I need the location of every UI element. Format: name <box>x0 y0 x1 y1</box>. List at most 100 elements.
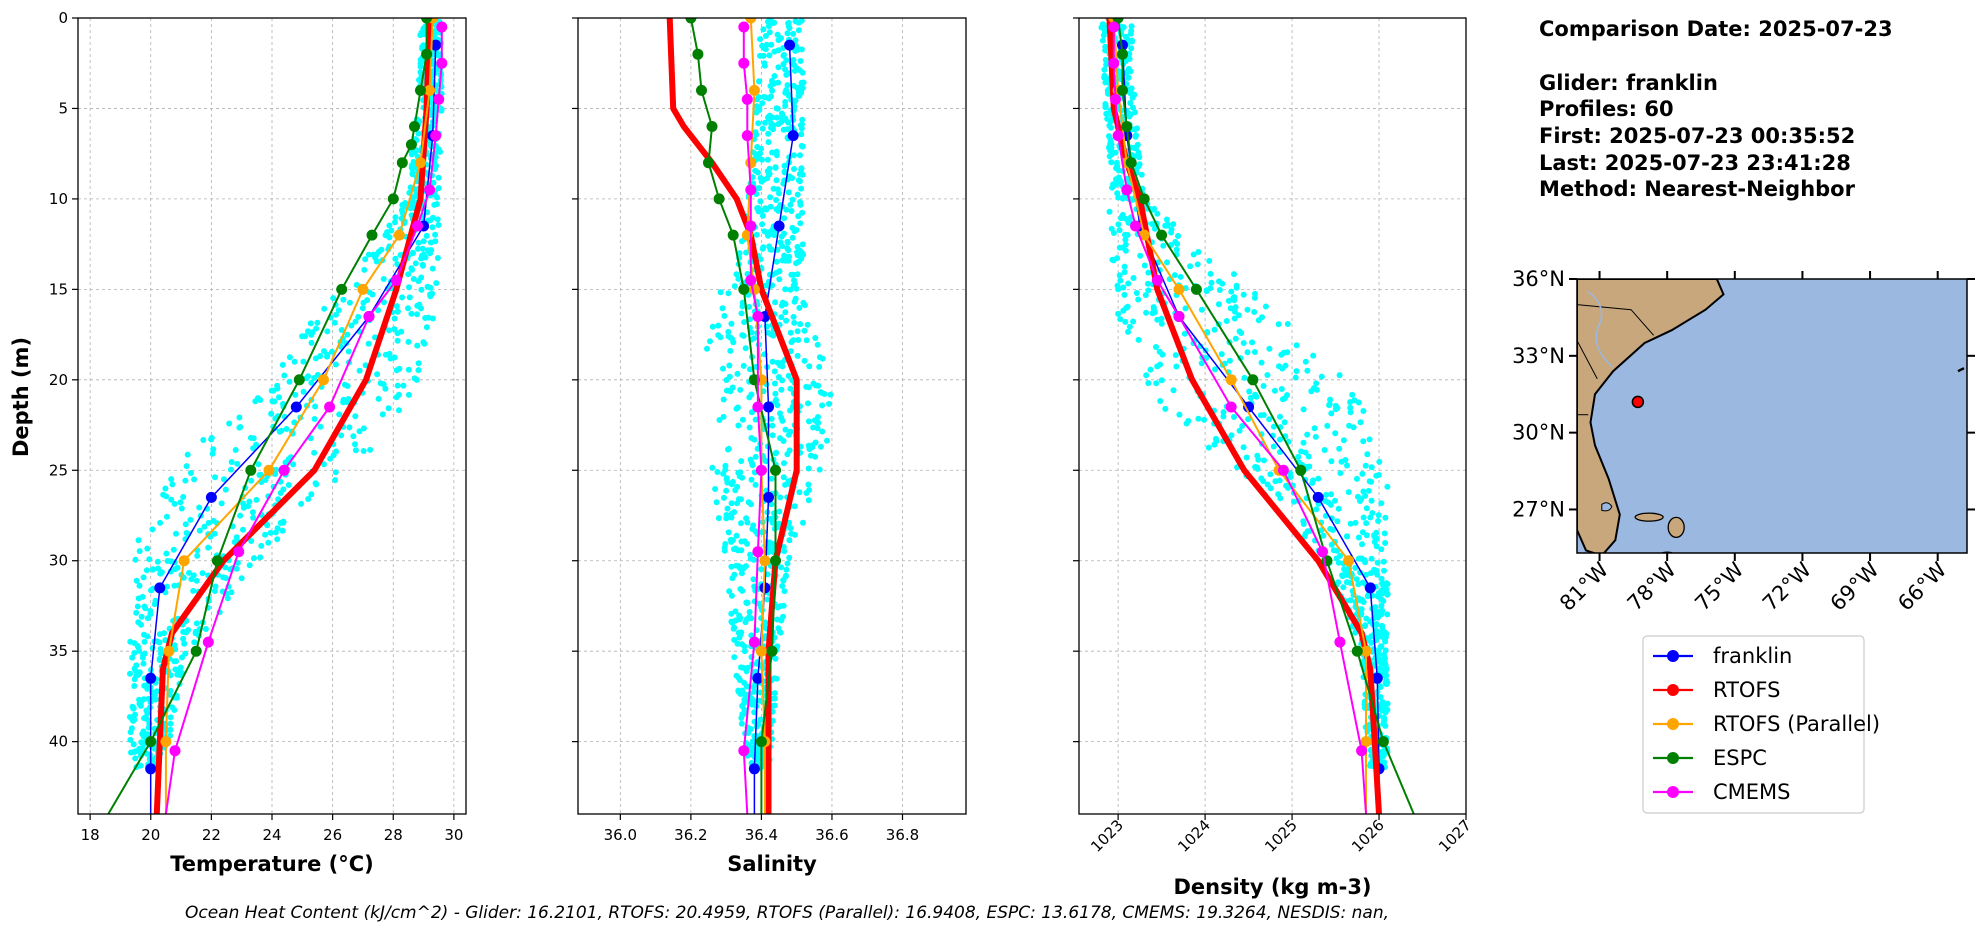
glider-scatter-point <box>264 522 271 529</box>
glider-scatter-point <box>313 325 320 332</box>
glider-scatter-point <box>738 570 745 577</box>
glider-scatter-point <box>771 675 778 682</box>
glider-scatter-point <box>744 540 751 547</box>
glider-scatter-point <box>729 575 736 582</box>
glider-scatter-point <box>236 414 243 421</box>
glider-scatter-point <box>1147 366 1154 373</box>
glider-scatter-point <box>1378 602 1385 609</box>
glider-scatter-point <box>429 265 436 272</box>
glider-scatter-point <box>1304 367 1311 374</box>
glider-scatter-point <box>766 52 773 59</box>
glider-scatter-point <box>1332 430 1339 437</box>
glider-scatter-point <box>135 595 142 602</box>
glider-scatter-point <box>355 313 362 320</box>
glider-scatter-point <box>781 252 788 259</box>
glider-scatter-point <box>1344 462 1350 469</box>
glider-scatter-point <box>238 575 245 582</box>
glider-scatter-point <box>314 319 321 326</box>
glider-scatter-point <box>201 523 208 530</box>
series-marker <box>293 374 305 386</box>
glider-scatter-point <box>748 615 755 622</box>
series-marker <box>1351 645 1363 657</box>
glider-scatter-point <box>794 191 801 198</box>
glider-scatter-point <box>1235 312 1242 319</box>
series-marker <box>1117 39 1128 51</box>
series-marker <box>436 57 448 69</box>
map-lon-label: 66°W <box>1893 557 1951 615</box>
glider-scatter-point <box>762 33 769 39</box>
glider-scatter-point <box>752 416 759 423</box>
series-cmems <box>738 21 767 814</box>
series-marker <box>692 48 704 60</box>
glider-scatter-point <box>779 243 786 249</box>
glider-scatter-point <box>434 255 441 261</box>
glider-scatter-point <box>1125 65 1132 72</box>
glider-scatter-point <box>1142 292 1149 299</box>
series-marker <box>357 283 369 295</box>
glider-scatter-point <box>300 388 307 395</box>
glider-scatter-point <box>751 436 758 443</box>
series-marker <box>409 121 420 132</box>
glider-scatter-point <box>1327 396 1334 403</box>
series-rtofs <box>153 18 433 814</box>
glider-scatter-point <box>1120 284 1127 291</box>
glider-scatter-point <box>255 461 262 468</box>
glider-scatter-point <box>762 119 768 126</box>
glider-scatter-point <box>135 537 142 544</box>
series-marker <box>154 582 166 594</box>
glider-scatter-point <box>764 156 771 163</box>
glider-scatter-point <box>1360 514 1367 521</box>
glider-scatter-point <box>418 29 425 36</box>
map-lake <box>1601 502 1613 512</box>
glider-scatter-point <box>782 89 789 96</box>
glider-scatter-point <box>1162 222 1169 229</box>
glider-scatter-point <box>1359 541 1365 548</box>
glider-scatter-point <box>1115 310 1122 317</box>
glider-scatter-point <box>1145 269 1152 276</box>
series-espc <box>107 18 433 814</box>
glider-scatter-point <box>765 130 772 137</box>
glider-scatter-point <box>775 374 782 380</box>
glider-scatter-point <box>785 189 792 196</box>
glider-scatter-point <box>232 447 239 453</box>
glider-scatter-point <box>782 286 789 293</box>
glider-scatter-point <box>1272 478 1279 485</box>
glider-scatter-point <box>1295 453 1302 460</box>
glider-scatter-point <box>1107 140 1114 147</box>
glider-scatter-point <box>415 360 422 367</box>
series-marker <box>1225 374 1237 386</box>
glider-scatter-point <box>338 327 345 333</box>
glider-scatter-point <box>386 234 393 241</box>
glider-scatter-point <box>787 385 794 392</box>
map-lat-label: 30°N <box>1512 421 1565 445</box>
glider-scatter-point <box>142 605 149 612</box>
glider-scatter-point <box>412 260 419 267</box>
series-marker <box>1343 555 1355 567</box>
glider-scatter-point <box>147 607 154 614</box>
series-marker <box>1360 645 1372 657</box>
glider-scatter-point <box>1101 66 1108 73</box>
glider-scatter-point <box>191 476 198 483</box>
glider-scatter-point <box>392 255 399 262</box>
glider-scatter-point <box>180 635 187 642</box>
series-marker <box>738 57 750 69</box>
glider-scatter-point <box>803 383 810 390</box>
glider-scatter-point <box>1176 411 1183 418</box>
glider-scatter-point <box>1101 28 1108 35</box>
glider-scatter-point <box>1258 359 1265 366</box>
glider-scatter-point <box>806 487 813 493</box>
glider-scatter-point <box>1098 24 1105 31</box>
glider-scatter-point <box>750 556 757 563</box>
glider-scatter-point <box>1360 488 1367 495</box>
glider-scatter-point <box>292 391 299 398</box>
glider-scatter-point <box>815 414 821 420</box>
glider-scatter-point <box>781 162 788 169</box>
glider-scatter-point <box>1300 406 1307 413</box>
glider-scatter-point <box>1238 330 1245 336</box>
series-marker <box>1277 464 1289 476</box>
glider-scatter-point <box>1220 409 1227 416</box>
glider-scatter-point <box>1383 677 1390 684</box>
glider-scatter-point <box>1378 500 1385 507</box>
glider-scatter-point <box>797 220 804 227</box>
glider-scatter-point <box>735 496 742 503</box>
